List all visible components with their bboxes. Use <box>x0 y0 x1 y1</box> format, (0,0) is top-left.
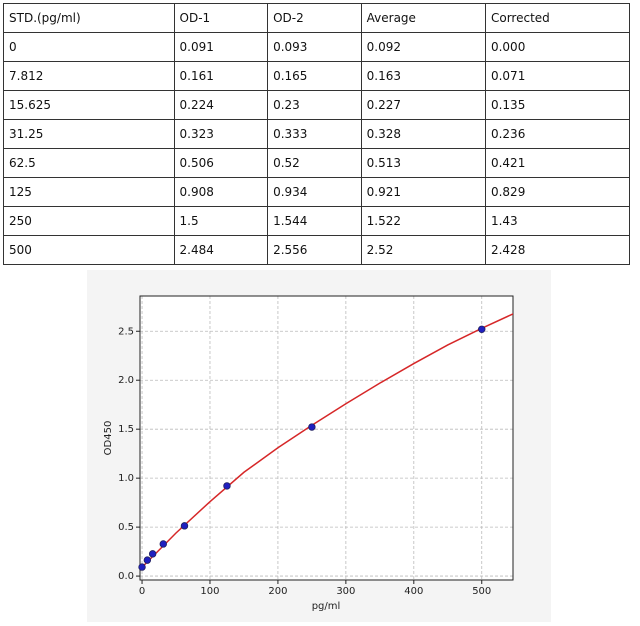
y-tick-label: 1.5 <box>118 424 134 435</box>
x-tick-label: 0 <box>139 586 145 597</box>
data-point <box>223 482 231 490</box>
y-axis-label: OD450 <box>103 421 114 456</box>
y-tick-label: 0.0 <box>118 571 134 582</box>
data-point <box>138 563 146 571</box>
table-cell: 15.625 <box>3 90 175 120</box>
table-cell: 0.093 <box>267 32 362 62</box>
table-cell: OD-1 <box>173 3 269 33</box>
table-cell: 2.52 <box>360 235 486 265</box>
y-tick-label: 2.0 <box>118 375 134 386</box>
y-tick-label: 1.0 <box>118 473 134 484</box>
table-cell: 0.513 <box>360 148 486 178</box>
plot-frame <box>139 295 514 581</box>
y-tick-label: 0.5 <box>118 522 134 533</box>
x-tick-label: 300 <box>336 586 355 597</box>
x-tick-label: 500 <box>472 586 491 597</box>
table-cell: 0.091 <box>173 32 269 62</box>
table-cell: 2.428 <box>484 235 631 265</box>
data-point <box>148 550 157 558</box>
x-tick-label: 400 <box>404 586 423 597</box>
plot-area <box>140 296 513 580</box>
data-point <box>180 522 189 530</box>
data-point <box>143 556 152 564</box>
table-row: 500 2.484 2.556 2.52 2.428 <box>3 235 631 265</box>
fit-curve <box>141 313 513 568</box>
table-cell: 0.323 <box>173 119 269 149</box>
y-tick-label: 2.5 <box>118 326 134 337</box>
table-cell: 250 <box>3 206 175 236</box>
table-cell: 0.328 <box>360 119 486 149</box>
table-cell: 1.522 <box>360 206 486 236</box>
table-row: 0 0.091 0.093 0.092 0.000 <box>3 32 631 62</box>
table-cell: 125 <box>3 177 175 207</box>
table-cell: 500 <box>3 235 175 265</box>
data-point <box>478 325 486 333</box>
table-row: STD.(pg/ml) OD-1 OD-2 Average Corrected <box>3 3 631 33</box>
table-cell: 0.165 <box>267 61 362 91</box>
table-cell: 0.163 <box>360 61 486 91</box>
table-cell: 2.484 <box>173 235 269 265</box>
table-cell: 0.506 <box>173 148 269 178</box>
table-cell: 0.23 <box>267 90 362 120</box>
table-cell: 0 <box>3 32 175 62</box>
table-cell: 0.829 <box>484 177 631 207</box>
table-cell: Corrected <box>484 3 631 33</box>
data-table: STD.(pg/ml) OD-1 OD-2 Average Corrected 0 0.09… <box>3 3 631 265</box>
data-point <box>308 423 316 431</box>
x-axis-label: pg/ml <box>312 601 341 612</box>
table-cell: 1.43 <box>484 206 631 236</box>
table-cell: 0.227 <box>360 90 486 120</box>
table-cell: STD.(pg/ml) <box>3 3 175 33</box>
table-row: 15.625 0.224 0.23 0.227 0.135 <box>3 90 631 120</box>
table-cell: Average <box>360 3 486 33</box>
table-row: 250 1.5 1.544 1.522 1.43 <box>3 206 631 236</box>
x-tick-label: 200 <box>268 586 287 597</box>
x-tick-label: 100 <box>200 586 219 597</box>
data-point <box>159 540 167 548</box>
table-cell: 0.421 <box>484 148 631 178</box>
